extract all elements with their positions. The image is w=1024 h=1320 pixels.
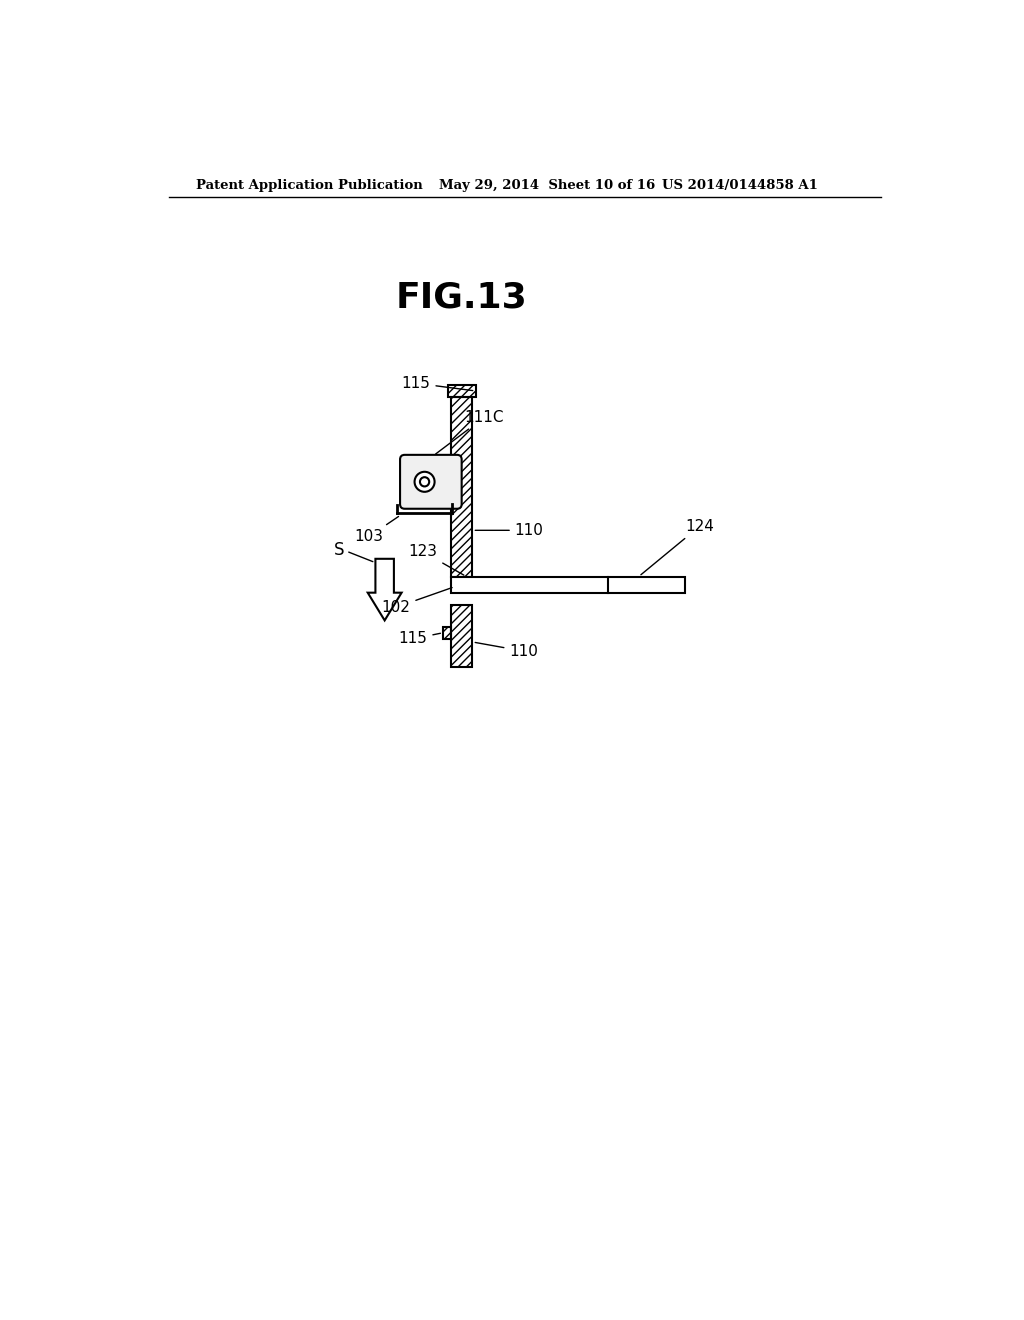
Polygon shape xyxy=(368,558,401,620)
Text: 110: 110 xyxy=(475,643,539,659)
Text: May 29, 2014  Sheet 10 of 16: May 29, 2014 Sheet 10 of 16 xyxy=(438,178,654,191)
Text: 102: 102 xyxy=(382,587,453,615)
Bar xyxy=(451,577,685,594)
Text: Patent Application Publication: Patent Application Publication xyxy=(196,178,423,191)
Text: 124: 124 xyxy=(641,519,714,574)
Text: 115: 115 xyxy=(401,376,473,391)
Text: 103: 103 xyxy=(354,516,398,544)
Bar xyxy=(451,605,472,667)
FancyBboxPatch shape xyxy=(400,455,462,508)
Text: 111C: 111C xyxy=(435,409,504,454)
Text: 123: 123 xyxy=(409,544,464,576)
Text: 115: 115 xyxy=(398,631,440,647)
Circle shape xyxy=(415,471,434,492)
Bar xyxy=(451,397,472,577)
Text: US 2014/0144858 A1: US 2014/0144858 A1 xyxy=(662,178,818,191)
Text: FIG.13: FIG.13 xyxy=(396,280,527,314)
Text: S: S xyxy=(334,541,345,558)
Circle shape xyxy=(420,478,429,487)
Text: 110: 110 xyxy=(475,523,544,537)
Bar xyxy=(447,385,475,397)
Bar xyxy=(443,627,451,639)
